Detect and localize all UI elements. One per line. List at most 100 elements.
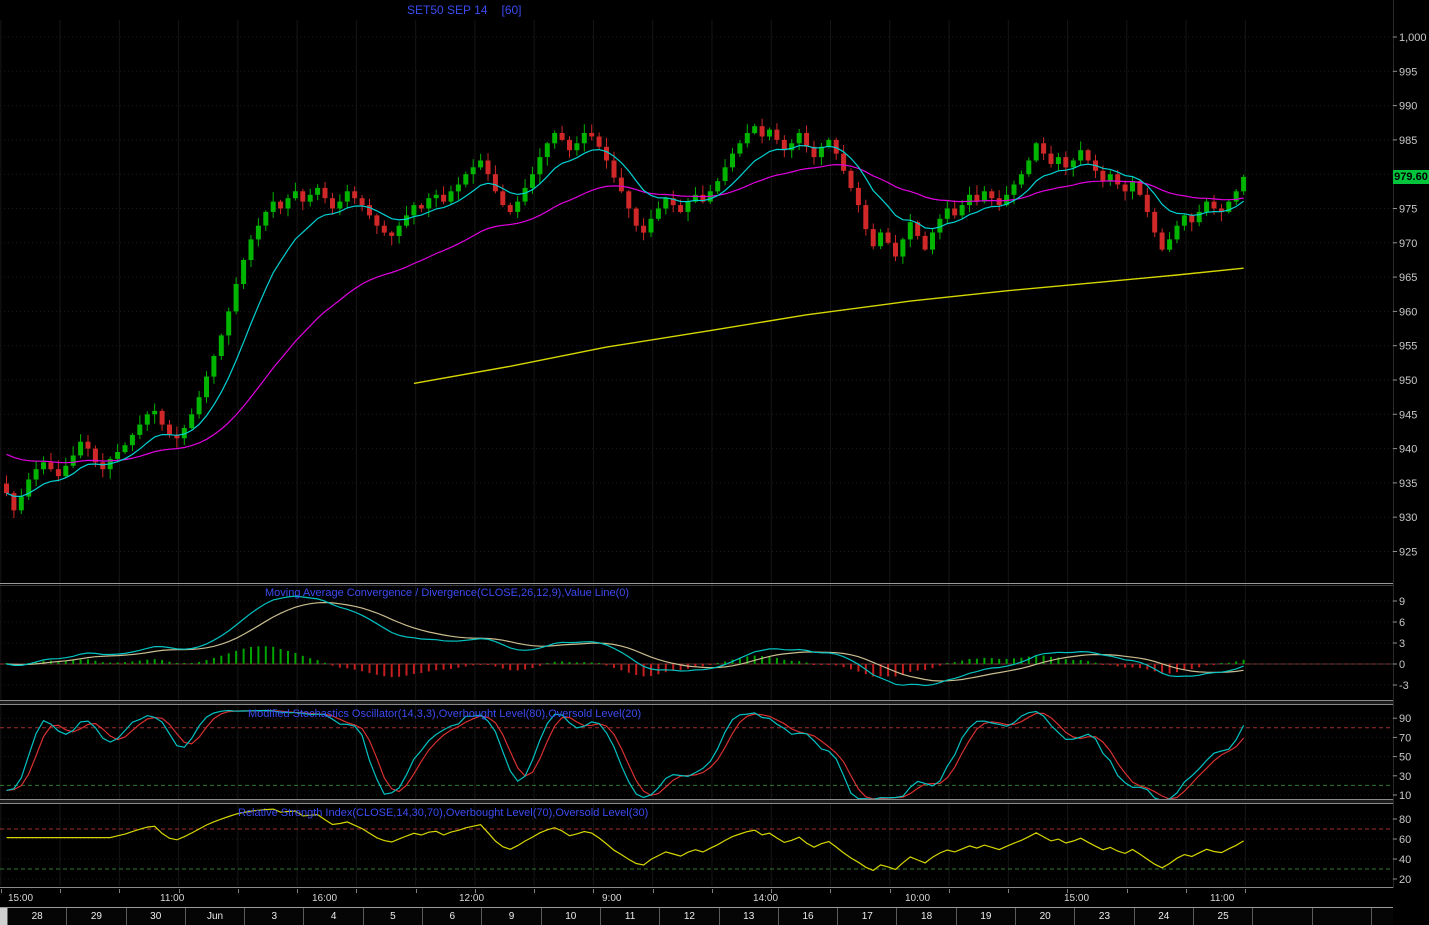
date-cell-empty bbox=[1313, 908, 1372, 925]
candle-body bbox=[952, 208, 958, 216]
stoch-axis-label: 70 bbox=[1399, 732, 1411, 744]
candle-body bbox=[1204, 201, 1210, 212]
candle-body bbox=[1233, 191, 1239, 202]
candle-body bbox=[1070, 160, 1076, 168]
time-label: 11:00 bbox=[1210, 893, 1235, 904]
candle-body bbox=[367, 205, 372, 216]
candle-body bbox=[389, 232, 395, 236]
candle-body bbox=[670, 198, 676, 206]
candle-body bbox=[1115, 174, 1121, 185]
candle-body bbox=[611, 160, 617, 178]
candle-body bbox=[41, 462, 46, 470]
candle-body bbox=[485, 160, 491, 175]
candle-body bbox=[930, 232, 935, 250]
time-label: 15:00 bbox=[8, 893, 34, 904]
price-axis-label: 990 bbox=[1399, 101, 1417, 113]
candle-body bbox=[863, 205, 869, 230]
candle-body bbox=[426, 198, 432, 209]
candle-body bbox=[307, 194, 313, 202]
candle-body bbox=[544, 143, 550, 157]
candle-body bbox=[26, 479, 32, 497]
candle-body bbox=[685, 201, 691, 212]
macd-line bbox=[6, 595, 1244, 687]
time-tick bbox=[1186, 889, 1187, 893]
time-tick bbox=[474, 889, 476, 893]
candle-body bbox=[241, 260, 247, 284]
candle-body bbox=[752, 126, 758, 134]
candle-body bbox=[1181, 215, 1187, 226]
candle-body bbox=[559, 133, 565, 140]
candle-body bbox=[537, 157, 543, 175]
rsi-layer bbox=[0, 808, 1393, 872]
candle-body bbox=[804, 133, 810, 147]
price-axis-label: 925 bbox=[1399, 547, 1417, 559]
candle-body bbox=[70, 455, 76, 466]
date-cell: 12 bbox=[660, 908, 720, 925]
panel-splitters[interactable] bbox=[0, 583, 1429, 888]
candle-body bbox=[189, 414, 195, 428]
candle-body bbox=[1085, 150, 1091, 161]
stoch-axis-label: 30 bbox=[1399, 771, 1411, 783]
date-cell: 20 bbox=[1016, 908, 1076, 925]
candle-body bbox=[959, 205, 965, 216]
candle-body bbox=[581, 133, 587, 144]
candle-body bbox=[1196, 211, 1202, 223]
candle-body bbox=[337, 201, 343, 209]
price-axis-label: 1,000 bbox=[1399, 32, 1427, 44]
candle-body bbox=[226, 311, 232, 336]
candle-body bbox=[855, 187, 861, 206]
price-axis-label: 940 bbox=[1399, 444, 1417, 456]
candle-body bbox=[1011, 184, 1017, 195]
candle-body bbox=[967, 194, 972, 206]
candle-body bbox=[218, 335, 224, 356]
candle-body bbox=[944, 208, 950, 219]
candle-body bbox=[981, 191, 987, 202]
time-label: 11:00 bbox=[160, 893, 185, 904]
candle-body bbox=[567, 139, 572, 151]
date-cell: 9 bbox=[482, 908, 542, 925]
time-label: 12:00 bbox=[459, 893, 485, 904]
time-tick bbox=[237, 889, 239, 893]
candle-body bbox=[285, 198, 291, 209]
candle-body bbox=[996, 198, 1002, 206]
candle-body bbox=[381, 225, 387, 233]
date-axis[interactable]: 28 29 30 Jun 3 4 5 6 9 10 11 12 13 16 17 18 19 20 23 24 25 bbox=[0, 907, 1393, 925]
grid-layer bbox=[0, 20, 1393, 886]
stochastics-layer bbox=[0, 709, 1393, 799]
candle-body bbox=[174, 434, 180, 439]
candle-body bbox=[833, 139, 839, 154]
candle-body bbox=[789, 143, 795, 151]
chart-canvas[interactable]: 1,00099599098598097597096596095595094594… bbox=[0, 0, 1429, 888]
price-axis-label: 955 bbox=[1399, 341, 1417, 353]
candle-body bbox=[115, 452, 121, 459]
candle-body bbox=[181, 428, 187, 439]
candle-body bbox=[300, 191, 306, 202]
price-axis-label: 965 bbox=[1399, 272, 1417, 284]
macd-axis-label: 0 bbox=[1399, 659, 1405, 671]
date-cell: 17 bbox=[838, 908, 898, 925]
ma-fast-line bbox=[6, 144, 1244, 498]
candle-body bbox=[144, 414, 150, 425]
candle-body bbox=[1122, 184, 1128, 192]
date-cell: 3 bbox=[245, 908, 305, 925]
time-tick bbox=[948, 889, 950, 893]
candle-body bbox=[774, 129, 780, 140]
candle-body bbox=[448, 191, 454, 202]
candle-body bbox=[1100, 170, 1106, 182]
candle-body bbox=[1241, 176, 1247, 192]
time-tick bbox=[830, 889, 832, 893]
stoch-axis-label: 50 bbox=[1399, 752, 1411, 764]
date-cell: Jun bbox=[186, 908, 246, 925]
time-axis: 15:00 11:00 16:00 12:00 9:00 14:00 10:00 15:00 1… bbox=[0, 889, 1393, 907]
price-axis-label: 995 bbox=[1399, 66, 1417, 78]
time-label: 10:00 bbox=[905, 893, 931, 904]
time-tick bbox=[711, 889, 713, 893]
date-strip-handle[interactable] bbox=[0, 908, 8, 925]
candle-body bbox=[655, 208, 661, 219]
price-axis-label: 950 bbox=[1399, 375, 1417, 387]
candle-body bbox=[641, 225, 647, 233]
chart-title: SET50 SEP 14 [60] bbox=[407, 3, 522, 17]
candle-body bbox=[604, 146, 609, 161]
price-axis-label: 945 bbox=[1399, 409, 1417, 421]
candle-body bbox=[204, 376, 209, 398]
